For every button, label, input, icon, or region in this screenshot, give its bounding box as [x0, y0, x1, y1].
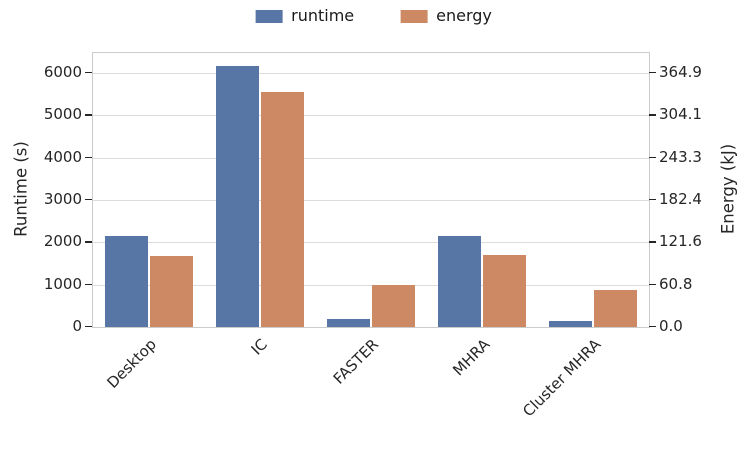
gridline-6000	[93, 72, 649, 74]
x-tick-label-text-faster: FASTER	[329, 335, 383, 388]
bar-runtime-mhra	[438, 236, 482, 327]
y-tick-mark-left	[85, 283, 92, 285]
y-tick-mark-right	[649, 71, 656, 74]
y-tick-mark-left	[85, 199, 92, 201]
bar-energy-ic	[260, 92, 304, 327]
y-tick-mark-left	[85, 114, 92, 116]
bar-runtime-cluster-mhra	[549, 321, 593, 327]
legend-label-runtime: runtime	[291, 6, 355, 25]
legend-item-energy: energy	[400, 8, 492, 24]
y-tick-label-left-0: 0	[72, 317, 82, 335]
y-tick-label-left-2000: 2000	[43, 232, 82, 251]
y-tick-label-right-121.6: 121.6	[659, 232, 702, 251]
legend-swatch-runtime-icon	[255, 9, 283, 23]
plot-area	[92, 52, 650, 328]
gridline-5000	[93, 115, 649, 117]
y-tick-label-left-1000: 1000	[43, 274, 82, 293]
bar-energy-desktop	[149, 256, 193, 327]
y-tick-mark-right	[649, 283, 656, 285]
y-tick-mark-left	[85, 71, 92, 74]
legend-item-runtime: runtime	[255, 8, 354, 24]
y-tick-mark-right	[649, 199, 656, 201]
gridline-1000	[93, 284, 649, 286]
y-tick-mark-left	[85, 241, 92, 243]
y-tick-label-left-5000: 5000	[43, 105, 82, 124]
y-tick-label-right-364.9: 364.9	[659, 62, 702, 81]
x-tick-label-text-cluster-mhra: Cluster MHRA	[519, 335, 605, 421]
bar-runtime-desktop	[104, 235, 148, 327]
right-axis-title: Energy (kJ)	[718, 143, 738, 235]
y-tick-mark-right	[649, 156, 656, 158]
y-tick-mark-right	[649, 241, 656, 243]
y-tick-label-right-243.3: 243.3	[659, 147, 702, 166]
y-tick-label-left-4000: 4000	[43, 147, 82, 166]
x-tick-label-text-ic: IC	[247, 335, 271, 359]
y-tick-label-left-6000: 6000	[43, 62, 82, 81]
legend-swatch-energy-icon	[400, 9, 428, 23]
y-tick-mark-left	[85, 156, 92, 158]
bar-energy-faster	[372, 284, 415, 327]
x-tick-label-text-mhra: MHRA	[449, 335, 494, 380]
y-tick-label-right-304.1: 304.1	[659, 105, 702, 124]
gridline-3000	[93, 200, 649, 201]
bar-energy-mhra	[483, 255, 527, 327]
y-tick-label-right-60.8: 60.8	[659, 274, 693, 293]
legend: runtime energy	[255, 8, 492, 24]
y-tick-label-left-3000: 3000	[43, 190, 82, 208]
gridline-4000	[93, 157, 649, 159]
legend-label-energy: energy	[436, 6, 492, 25]
bar-runtime-faster	[327, 318, 370, 327]
bar-runtime-ic	[215, 66, 259, 327]
y-tick-mark-right	[649, 326, 656, 328]
y-tick-label-right-0.0: 0.0	[659, 317, 683, 335]
x-tick-label-text-desktop: Desktop	[103, 335, 160, 392]
y-tick-mark-right	[649, 114, 656, 116]
y-tick-mark-left	[85, 326, 92, 328]
gridline-2000	[93, 242, 649, 244]
bar-energy-cluster-mhra	[594, 290, 638, 327]
y-tick-label-right-182.4: 182.4	[659, 190, 702, 208]
